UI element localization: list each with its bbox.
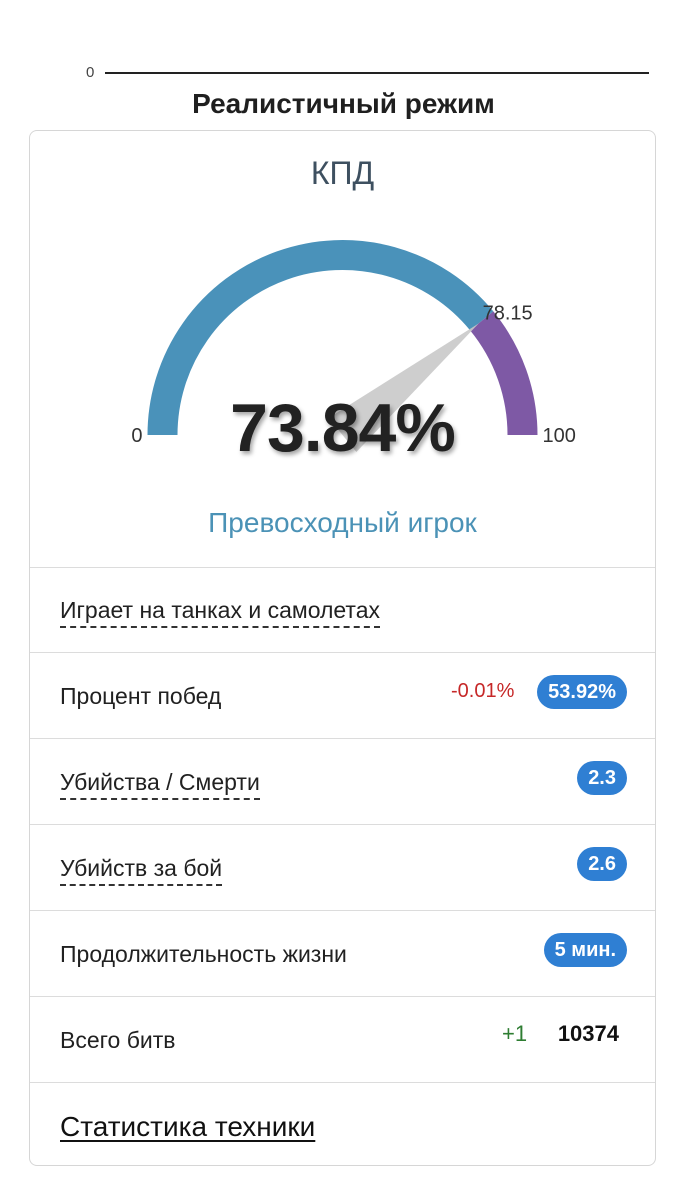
kd-badge: 2.3 xyxy=(577,761,627,795)
win-rate-badge: 53.92% xyxy=(537,675,627,709)
battles-label: Всего битв xyxy=(60,1027,176,1053)
gauge-rating: Превосходный игрок xyxy=(208,507,477,538)
top-scale-axis: 0 xyxy=(86,64,651,84)
lifespan-badge: 5 мин. xyxy=(543,933,627,967)
battles-delta: +1 xyxy=(502,1021,528,1046)
gauge-max-label: 100 xyxy=(543,425,576,447)
win-rate-row: Процент побед -0.01% 53.92% xyxy=(30,653,655,739)
vehicles-mode-row[interactable]: Играет на танках и самолетах xyxy=(30,567,655,653)
lifespan-label: Продолжительность жизни xyxy=(60,941,347,967)
battles-row: Всего битв +1 10374 xyxy=(30,997,655,1083)
kills-per-battle-row[interactable]: Убийств за бой 2.6 xyxy=(30,825,655,911)
vehicle-stats-row[interactable]: Статистика техники xyxy=(30,1083,655,1165)
lifespan-row: Продолжительность жизни 5 мин. xyxy=(30,911,655,997)
gauge-needle xyxy=(328,323,479,452)
efficiency-gauge: 0 100 78.15 xyxy=(131,240,576,452)
gauge-min-label: 0 xyxy=(131,425,142,447)
vehicle-stats-link[interactable]: Статистика техники xyxy=(60,1111,316,1142)
gauge-band-primary xyxy=(147,240,494,436)
kd-label[interactable]: Убийства / Смерти xyxy=(60,769,260,800)
kills-per-battle-label[interactable]: Убийств за бой xyxy=(60,855,223,886)
kills-per-battle-badge: 2.6 xyxy=(577,847,627,881)
top-scale-line xyxy=(105,72,649,74)
vehicles-mode-label[interactable]: Играет на танках и самолетах xyxy=(60,597,381,628)
battles-value: 10374 xyxy=(557,1021,619,1046)
gauge-value: 73.84% xyxy=(230,390,456,466)
stats-card: КПД 0 100 78.15 73.84% Превосходный игро… xyxy=(29,130,656,1166)
mode-title: Реалистичный режим xyxy=(192,88,495,119)
gauge-title: КПД xyxy=(310,155,375,191)
gauge-threshold-label: 78.15 xyxy=(483,302,533,324)
win-rate-delta: -0.01% xyxy=(451,680,515,702)
win-rate-label: Процент побед xyxy=(60,683,222,709)
efficiency-gauge-section: КПД 0 100 78.15 73.84% Превосходный игро… xyxy=(30,131,655,568)
gauge-band-upper xyxy=(469,311,538,436)
top-scale-zero-label: 0 xyxy=(86,64,95,81)
kd-row[interactable]: Убийства / Смерти 2.3 xyxy=(30,739,655,825)
